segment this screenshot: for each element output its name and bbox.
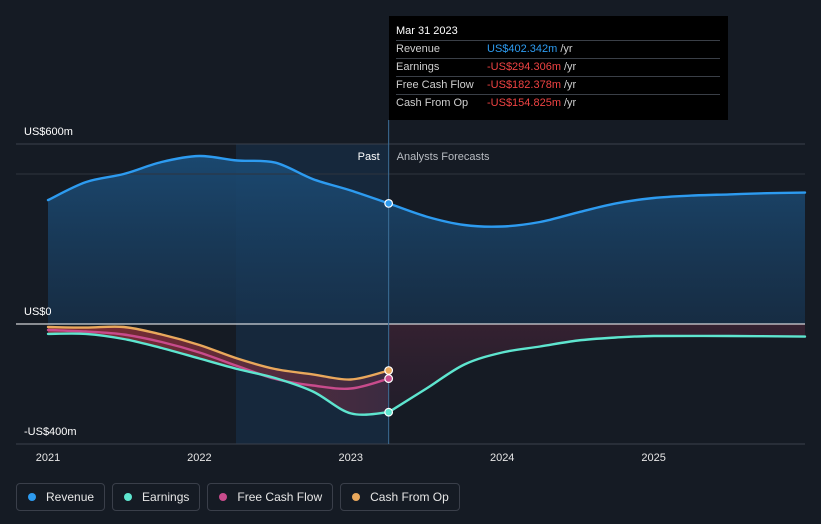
earnings-marker bbox=[384, 407, 394, 417]
cash-from-op-dot-icon bbox=[352, 493, 361, 501]
tooltip-label: Free Cash Flow bbox=[396, 79, 474, 91]
free-cash-flow-dot-icon bbox=[219, 493, 228, 501]
tooltip-label: Cash From Op bbox=[396, 97, 469, 109]
cash-from-op-line-past bbox=[46, 325, 390, 381]
legend: Revenue Earnings Free Cash Flow Cash Fro… bbox=[16, 483, 460, 511]
x-tick-label: 2024 bbox=[490, 452, 514, 464]
x-tick-label: 2023 bbox=[339, 452, 363, 464]
tooltip-value: -US$154.825m bbox=[487, 97, 561, 109]
revenue-marker bbox=[384, 198, 394, 208]
tooltip-unit: /yr bbox=[560, 43, 573, 55]
legend-label: Revenue bbox=[46, 490, 95, 504]
tooltip-label: Revenue bbox=[396, 43, 441, 55]
earnings-line-past bbox=[46, 332, 390, 416]
x-tick-label: 2025 bbox=[641, 452, 665, 464]
x-tick-label: 2022 bbox=[187, 452, 211, 464]
revenue-area bbox=[48, 155, 805, 324]
legend-label: Earnings bbox=[142, 490, 190, 504]
tooltip-value: -US$182.378m bbox=[487, 79, 561, 91]
x-tick-label: 2021 bbox=[36, 452, 60, 464]
tooltip-unit: /yr bbox=[564, 61, 577, 73]
free-cash-flow-line-past bbox=[46, 328, 390, 390]
forecast-loss-area bbox=[388, 324, 805, 413]
free-cash-flow-marker bbox=[384, 374, 394, 384]
revenue-line-forecast bbox=[387, 191, 807, 228]
legend-item-free-cash-flow[interactable]: Free Cash Flow bbox=[207, 483, 334, 511]
tooltip-row-free-cash-flow: Free Cash Flow -US$182.378m /yr bbox=[396, 77, 720, 95]
legend-item-cash-from-op[interactable]: Cash From Op bbox=[340, 483, 460, 511]
tooltip-unit: /yr bbox=[564, 97, 577, 109]
tooltip-row-cash-from-op: Cash From Op -US$154.825m /yr bbox=[396, 95, 720, 112]
cash-from-op-marker bbox=[384, 366, 394, 375]
tooltip-date: Mar 31 2023 bbox=[396, 22, 720, 41]
tooltip-row-revenue: Revenue US$402.342m /yr bbox=[396, 41, 720, 59]
tooltip-unit: /yr bbox=[564, 79, 577, 91]
revenue-dot-icon bbox=[28, 493, 36, 501]
legend-label: Cash From Op bbox=[370, 490, 449, 504]
tooltip-row-earnings: Earnings -US$294.306m /yr bbox=[396, 59, 720, 77]
legend-item-earnings[interactable]: Earnings bbox=[112, 483, 201, 511]
tooltip-label: Earnings bbox=[396, 61, 440, 73]
revenue-line-past bbox=[46, 154, 390, 205]
legend-label: Free Cash Flow bbox=[237, 490, 323, 504]
tooltip-value: US$402.342m bbox=[487, 43, 558, 55]
tooltip-value: -US$294.306m bbox=[487, 61, 561, 73]
y-axis-label: US$0 bbox=[24, 306, 52, 318]
earnings-line-forecast bbox=[387, 334, 807, 414]
forecast-label: Analysts Forecasts bbox=[397, 151, 490, 163]
y-axis-label: US$600m bbox=[24, 126, 73, 138]
past-label: Past bbox=[358, 151, 380, 163]
past-loss-area bbox=[48, 326, 389, 415]
earnings-dot-icon bbox=[124, 493, 133, 501]
y-axis-label: -US$400m bbox=[24, 426, 77, 438]
legend-item-revenue[interactable]: Revenue bbox=[16, 483, 106, 511]
tooltip: Mar 31 2023 Revenue US$402.342m /yr Earn… bbox=[389, 16, 728, 120]
